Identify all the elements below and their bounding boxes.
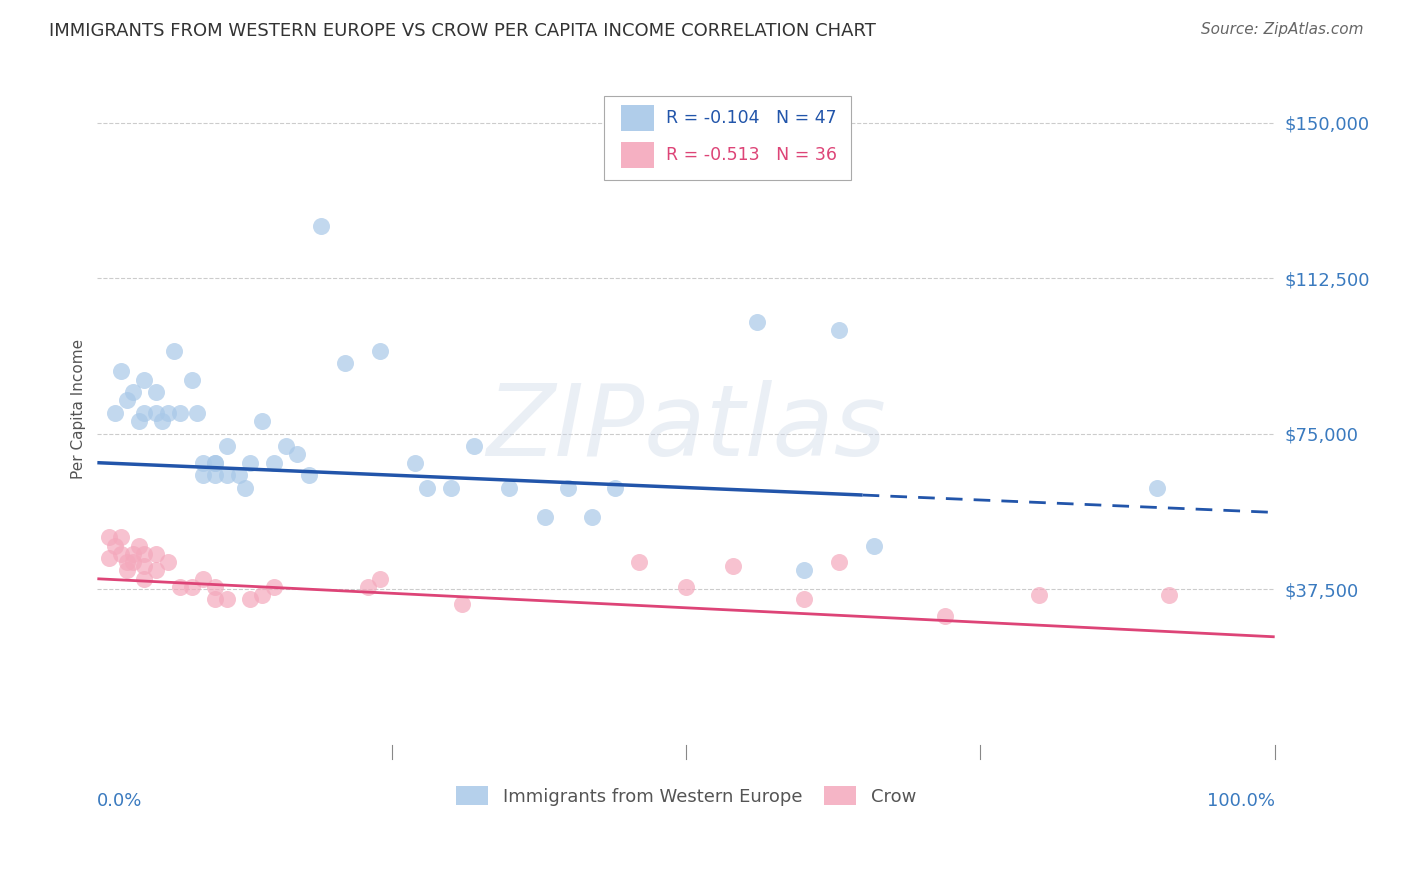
Point [134,547,156,561]
Point [193,572,215,586]
Point [134,572,156,586]
Text: IMMIGRANTS FROM WESTERN EUROPE VS CROW PER CAPITA INCOME CORRELATION CHART: IMMIGRANTS FROM WESTERN EUROPE VS CROW P… [49,22,876,40]
Point [145,547,167,561]
Point [204,456,226,470]
Point [128,539,150,553]
Point [156,406,179,420]
Point [451,597,474,611]
Point [793,592,815,607]
Point [298,468,321,483]
Point [145,406,167,420]
Point [121,555,143,569]
Point [110,364,132,378]
Point [404,456,426,470]
Text: R = -0.513   N = 36: R = -0.513 N = 36 [666,146,837,164]
Point [463,439,485,453]
Point [863,539,886,553]
Legend: Immigrants from Western Europe, Crow: Immigrants from Western Europe, Crow [449,779,924,813]
Point [675,580,697,594]
Point [828,323,851,337]
Y-axis label: Per Capita Income: Per Capita Income [72,339,86,479]
Point [204,580,226,594]
Point [274,439,297,453]
Point [110,530,132,544]
Point [104,539,127,553]
Point [239,592,262,607]
Point [115,564,138,578]
Text: 100.0%: 100.0% [1206,791,1275,810]
Point [233,481,256,495]
Point [163,343,186,358]
Point [134,559,156,574]
Point [721,559,744,574]
Point [557,481,579,495]
Point [98,551,121,566]
Point [156,555,179,569]
Text: R = -0.104   N = 47: R = -0.104 N = 47 [666,109,837,127]
Point [121,385,143,400]
Point [309,219,332,234]
Point [228,468,250,483]
Point [204,456,226,470]
Point [357,580,380,594]
Point [121,547,143,561]
Point [263,456,285,470]
Point [605,481,627,495]
Point [828,555,851,569]
Point [333,356,356,370]
Point [186,406,208,420]
Point [439,481,461,495]
Point [215,592,238,607]
Point [180,580,202,594]
Point [204,468,226,483]
Point [169,406,191,420]
Point [1028,588,1050,602]
Point [368,572,391,586]
Point [134,406,156,420]
Point [98,530,121,544]
Point [169,580,191,594]
Point [239,456,262,470]
Point [581,509,603,524]
Point [150,414,173,428]
Point [145,564,167,578]
Point [193,456,215,470]
Point [250,414,273,428]
FancyBboxPatch shape [603,96,851,180]
Point [204,592,226,607]
Point [134,373,156,387]
FancyBboxPatch shape [621,105,654,131]
Point [110,547,132,561]
Point [250,588,273,602]
Point [533,509,555,524]
Point [627,555,650,569]
Text: Source: ZipAtlas.com: Source: ZipAtlas.com [1201,22,1364,37]
Point [180,373,202,387]
Text: 0.0%: 0.0% [97,791,143,810]
Point [368,343,391,358]
Point [416,481,439,495]
Point [128,414,150,428]
Point [215,439,238,453]
Point [145,385,167,400]
Point [934,609,956,624]
Point [498,481,520,495]
Point [1157,588,1180,602]
Point [115,393,138,408]
FancyBboxPatch shape [621,143,654,168]
Point [1146,481,1168,495]
Text: ZIPatlas: ZIPatlas [486,381,886,477]
Point [115,555,138,569]
Point [287,447,309,461]
Point [215,468,238,483]
Point [104,406,127,420]
Point [193,468,215,483]
Point [745,315,768,329]
Point [793,564,815,578]
Point [263,580,285,594]
